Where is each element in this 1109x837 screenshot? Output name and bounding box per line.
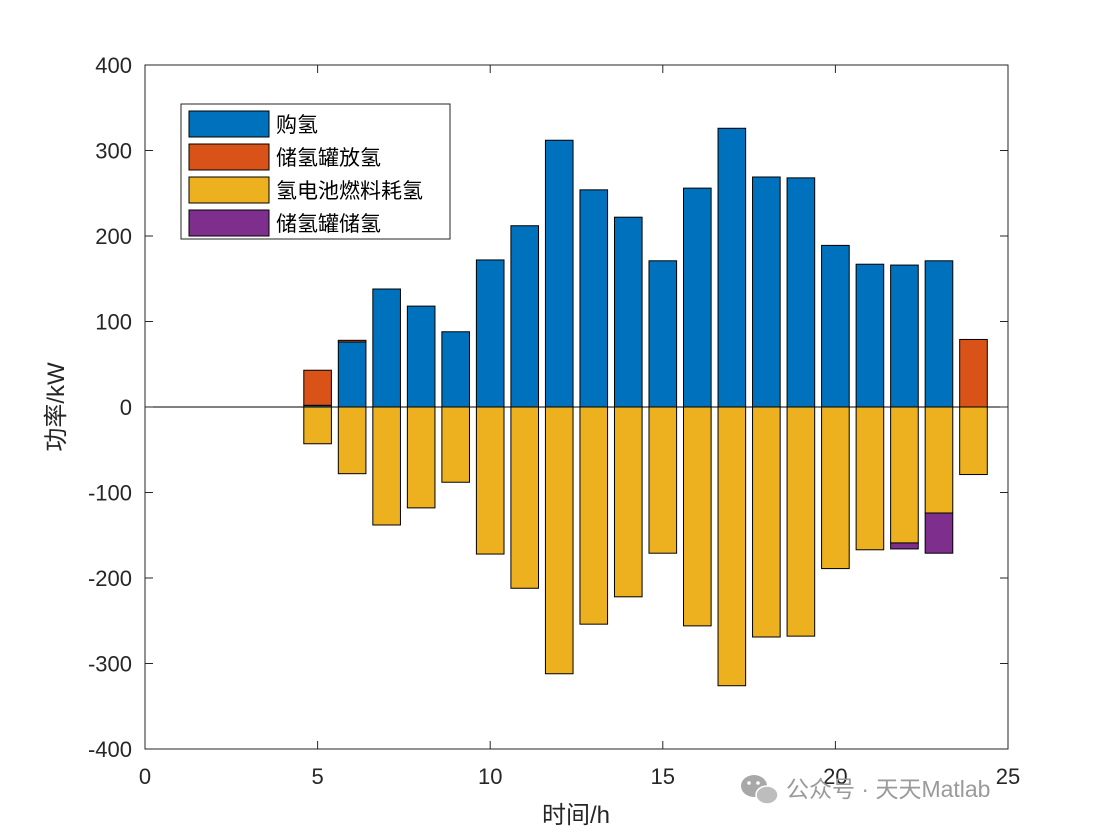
watermark-text: 公众号 · 天天Matlab xyxy=(786,776,990,802)
bar-series-2-x-5 xyxy=(303,369,332,406)
bar-series-3-x-6 xyxy=(337,406,367,475)
bar-series-4-x-23 xyxy=(924,512,954,554)
bar-series-1-x-16 xyxy=(683,187,712,408)
bar-series-3-x-17 xyxy=(717,406,747,687)
bar-series-1-x-12 xyxy=(544,139,574,408)
bar-series-1-x-11 xyxy=(510,225,540,408)
bar-series-3-x-24 xyxy=(959,406,988,476)
wechat-icon xyxy=(741,775,779,805)
bar-series-1-x-22 xyxy=(890,264,919,408)
bar-series-3-x-12 xyxy=(544,406,574,675)
y-tick-label: -100 xyxy=(88,481,132,506)
legend-swatch-4 xyxy=(188,209,270,237)
watermark: 公众号 · 天天Matlab xyxy=(741,775,990,805)
bar-series-3-x-21 xyxy=(855,406,885,551)
y-tick-label: 200 xyxy=(95,224,132,249)
bar-series-3-x-8 xyxy=(406,406,436,509)
bars-layer xyxy=(303,127,988,687)
bar-series-1-x-15 xyxy=(648,260,678,408)
y-tick-label: 0 xyxy=(120,395,132,420)
bar-series-1-x-18 xyxy=(752,176,781,408)
y-tick-label: -300 xyxy=(88,652,132,677)
y-tick-label: -400 xyxy=(88,737,132,762)
legend-label-2: 储氢罐放氢 xyxy=(276,147,381,170)
legend-label-1: 购氢 xyxy=(276,114,318,137)
bar-series-3-x-11 xyxy=(510,406,540,589)
bar-series-3-x-22 xyxy=(890,406,919,544)
y-tick-label: 300 xyxy=(95,139,132,164)
bar-series-1-x-13 xyxy=(579,189,609,408)
bar-series-1-x-9 xyxy=(441,331,470,408)
x-axis-title: 时间/h xyxy=(542,802,610,829)
bar-series-3-x-7 xyxy=(372,406,401,526)
bar-series-3-x-5 xyxy=(303,406,332,445)
bar-series-1-x-19 xyxy=(786,177,816,408)
bar-series-2-x-24 xyxy=(959,338,988,408)
ticks-layer: 0 5 10 15 20 25 -400 -300 -200 -100 0 100 200 300 400 xyxy=(88,53,1020,789)
bar-series-3-x-20 xyxy=(821,406,850,570)
x-tick-label: 20 xyxy=(823,764,847,789)
y-tick-label: -200 xyxy=(88,566,132,591)
x-tick-label: 25 xyxy=(996,764,1020,789)
bar-series-1-x-10 xyxy=(475,259,505,408)
bar-series-1-x-20 xyxy=(821,244,850,408)
legend-label-3: 氢电池燃料耗氢 xyxy=(276,180,423,203)
x-tick-label: 10 xyxy=(478,764,502,789)
bar-series-3-x-23 xyxy=(924,406,954,514)
y-axis-title: 功率/kW xyxy=(43,362,70,452)
legend-swatch-1 xyxy=(188,110,270,138)
bar-series-3-x-15 xyxy=(648,406,678,554)
bar-series-1-x-8 xyxy=(406,305,436,408)
bar-series-4-x-22 xyxy=(890,542,919,550)
bar-series-3-x-9 xyxy=(441,406,470,483)
y-tick-label: 100 xyxy=(95,310,132,335)
bar-series-3-x-19 xyxy=(786,406,816,637)
bar-series-3-x-14 xyxy=(613,406,643,598)
y-tick-label: 400 xyxy=(95,53,132,78)
bar-series-1-x-17 xyxy=(717,127,747,408)
bar-series-1-x-21 xyxy=(855,263,885,408)
bar-series-1-x-7 xyxy=(372,288,401,408)
legend-swatch-3 xyxy=(188,176,270,204)
legend-swatch-2 xyxy=(188,143,270,171)
x-tick-label: 0 xyxy=(139,764,151,789)
bar-series-3-x-16 xyxy=(683,406,712,627)
bar-series-3-x-13 xyxy=(579,406,609,625)
bar-series-1-x-6 xyxy=(337,341,367,408)
bar-series-2-x-6 xyxy=(337,339,367,343)
bar-series-1-x-14 xyxy=(613,216,643,408)
x-tick-label: 15 xyxy=(651,764,675,789)
bar-series-3-x-10 xyxy=(475,406,505,555)
x-tick-label: 5 xyxy=(311,764,323,789)
legend-label-4: 储氢罐储氢 xyxy=(276,213,381,236)
bar-series-3-x-18 xyxy=(752,406,781,638)
bar-series-1-x-23 xyxy=(924,260,954,408)
